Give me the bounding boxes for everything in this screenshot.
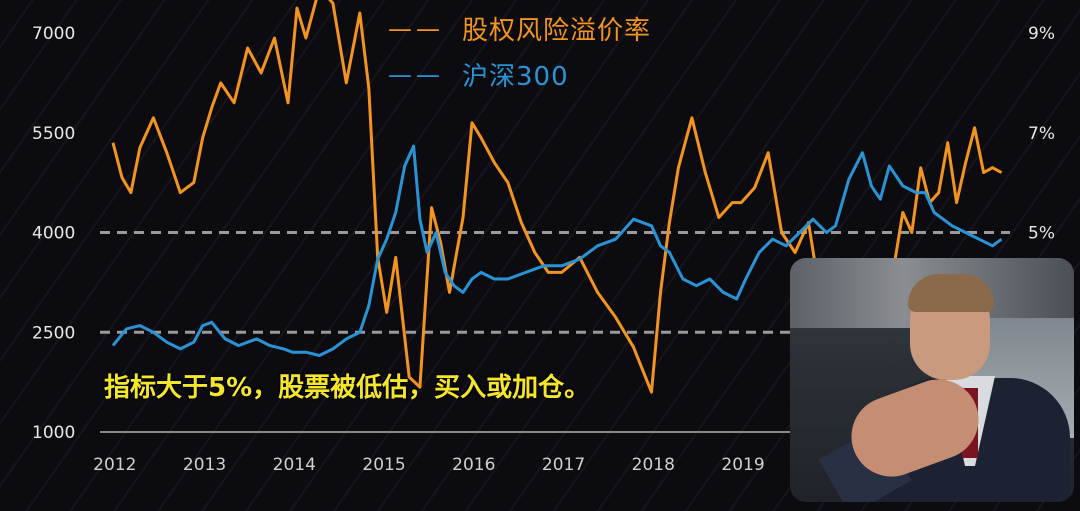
- legend-hs300-label: 沪深300: [462, 62, 569, 92]
- left-tick-label: 4000: [32, 224, 75, 244]
- x-tick-label: 2018: [632, 455, 675, 475]
- caption-text: 指标大于5%，股票被低估，买入或加仓。: [104, 373, 591, 403]
- x-tick-label: 2016: [452, 455, 495, 475]
- left-tick-label: 7000: [32, 24, 75, 44]
- x-tick-label: 2012: [93, 455, 136, 475]
- left-tick-label: 2500: [32, 323, 75, 343]
- legend-erp: —— 股权风险溢价率: [388, 10, 651, 47]
- right-tick-label: 7%: [1028, 124, 1055, 144]
- x-tick-label: 2017: [542, 455, 585, 475]
- series-line-hs300: [111, 144, 1003, 357]
- legend-erp-label: 股权风险溢价率: [462, 16, 652, 46]
- left-axis-ticks: 1000 2500 4000 5500 7000: [32, 24, 75, 443]
- x-tick-label: 2015: [362, 455, 405, 475]
- reaction-photo: [790, 258, 1074, 502]
- right-tick-label: 9%: [1028, 24, 1055, 44]
- right-tick-label: 5%: [1028, 224, 1055, 244]
- left-tick-label: 1000: [32, 423, 75, 443]
- legend-hs300: —— 沪深300: [388, 56, 569, 93]
- legend-erp-swatch: ——: [388, 14, 444, 43]
- x-tick-label: 2014: [273, 455, 316, 475]
- left-tick-label: 5500: [32, 124, 75, 144]
- right-axis-ticks: 5% 7% 9%: [1028, 24, 1055, 244]
- legend-hs300-swatch: ——: [388, 60, 444, 89]
- x-tick-label: 2013: [183, 455, 226, 475]
- x-tick-label: 2019: [721, 455, 764, 475]
